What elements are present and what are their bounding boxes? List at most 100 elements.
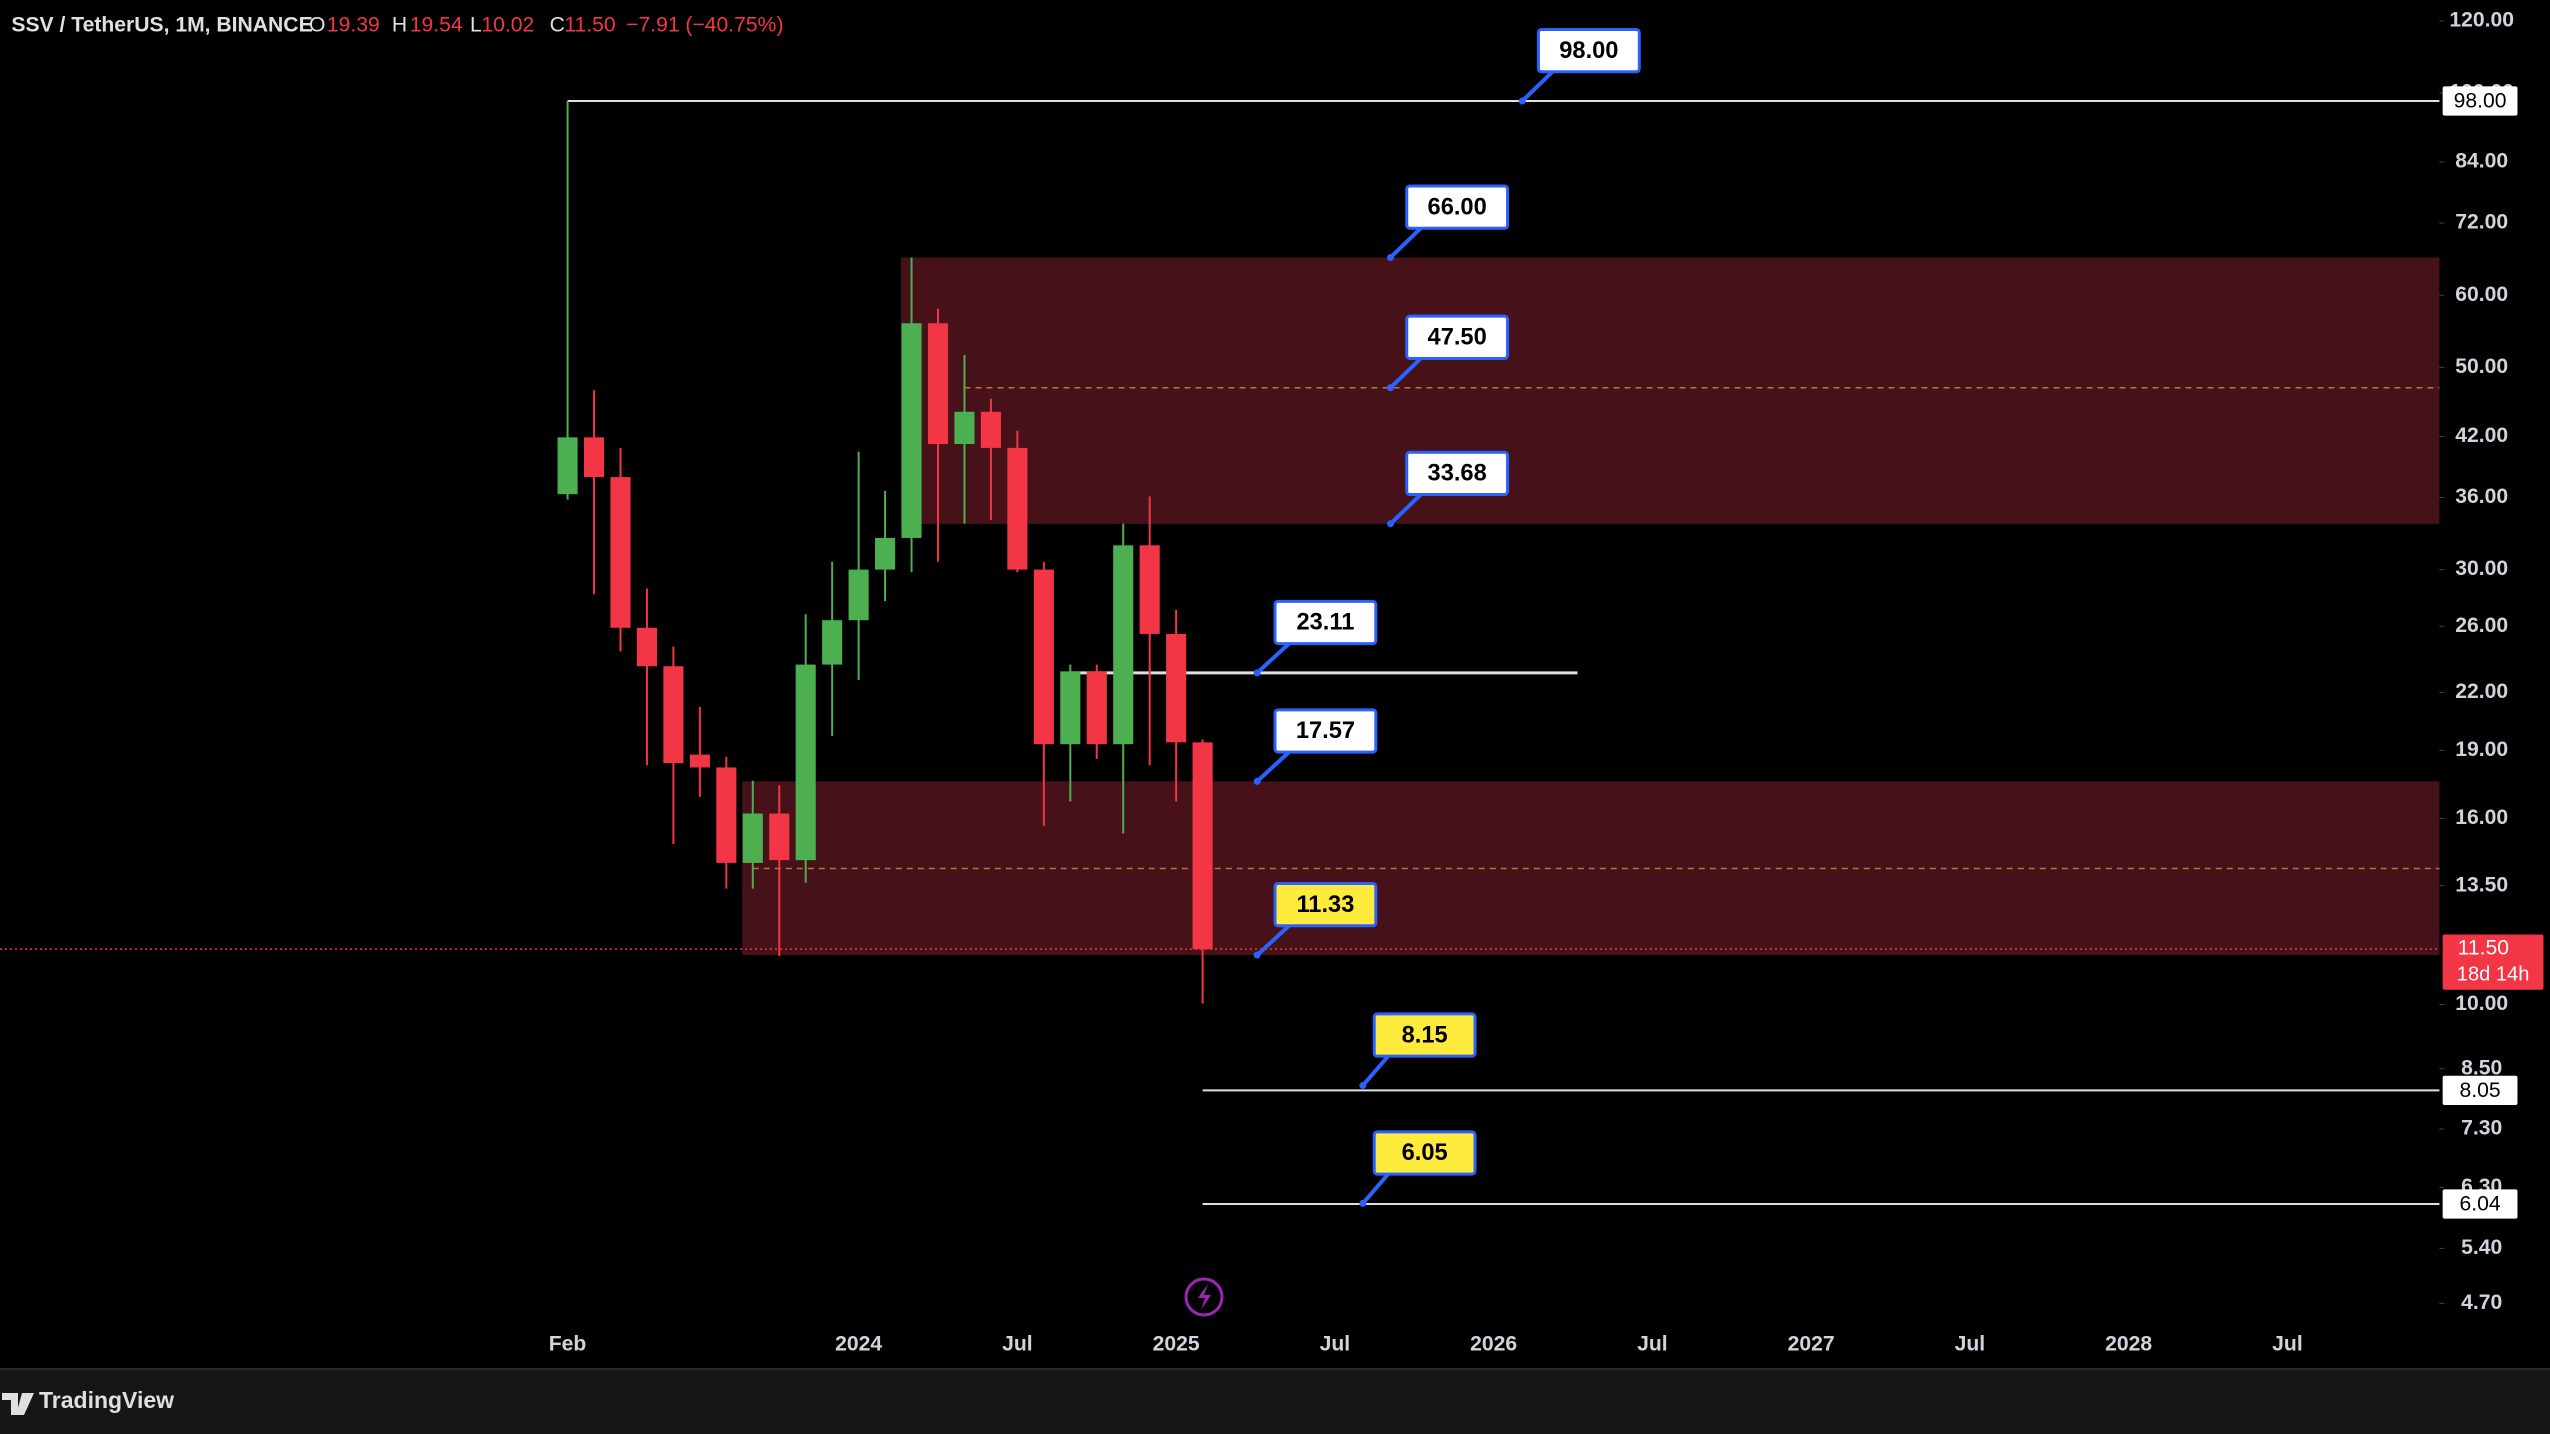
callout-box <box>1405 184 1510 230</box>
x-tick-label: 2028 <box>2105 1333 2152 1356</box>
candle-body <box>742 813 763 863</box>
x-tick-label: 2024 <box>835 1333 882 1356</box>
callout-box <box>1273 708 1378 754</box>
candle-body <box>875 537 896 570</box>
callout-label: 23.11 <box>1296 610 1354 636</box>
callout-box <box>1273 599 1378 646</box>
y-tick-label: 8.50 <box>2461 1056 2502 1079</box>
callout-box <box>1372 1012 1477 1058</box>
candle-body <box>1086 671 1107 745</box>
header-l-label: L <box>470 14 482 37</box>
price-tag <box>2442 1189 2518 1219</box>
candle-body <box>980 411 1001 448</box>
callout-pointer <box>1255 750 1291 783</box>
candle-body <box>901 323 922 538</box>
candle-body <box>769 813 790 861</box>
callout-pointer <box>1255 642 1291 675</box>
last-price-tag <box>2442 934 2544 990</box>
y-tick-label: 16.00 <box>2455 806 2508 829</box>
callout-box <box>1536 27 1641 74</box>
x-tick-label: Jul <box>1637 1333 1668 1356</box>
callout-anchor <box>1518 97 1526 105</box>
price-tag-label: 6.04 <box>2460 1193 2501 1216</box>
callout-pointer <box>1255 924 1291 957</box>
callout-label: 11.33 <box>1296 892 1354 918</box>
callout-anchor <box>1359 1081 1367 1089</box>
callout-label: 66.00 <box>1428 194 1487 220</box>
callout-anchor <box>1386 254 1394 262</box>
candle-body <box>663 666 684 764</box>
y-tick-label: 30.00 <box>2455 557 2508 580</box>
y-tick-label: 72.00 <box>2455 211 2508 234</box>
callout-label: 6.05 <box>1402 1140 1448 1166</box>
callout-label: 98.00 <box>1559 38 1618 64</box>
callout-label: 33.68 <box>1428 461 1487 487</box>
callout-pointer <box>1389 357 1423 390</box>
candle-body <box>848 569 869 621</box>
callout-pointer <box>1361 1054 1390 1087</box>
callout-box <box>1405 450 1510 497</box>
candle-body <box>1166 633 1187 743</box>
y-tick-label: 7.30 <box>2461 1117 2502 1140</box>
candle-body <box>1060 671 1081 745</box>
brand: TradingView <box>39 1387 174 1413</box>
last-price-label: 11.50 <box>2458 937 2509 960</box>
candle-body <box>1139 545 1160 634</box>
x-tick-label: Jul <box>1320 1333 1351 1356</box>
candle-body <box>716 767 737 863</box>
brand-logo <box>2 1393 34 1415</box>
x-tick-label: 2027 <box>1788 1333 1835 1356</box>
y-tick-label: 42.00 <box>2455 424 2508 447</box>
y-tick-label: 84.00 <box>2455 150 2508 173</box>
y-tick-label: 60.00 <box>2455 283 2508 306</box>
zone <box>900 257 2440 524</box>
y-tick-label: 50.00 <box>2455 355 2508 378</box>
price-tag-label: 98.00 <box>2454 90 2507 113</box>
callout-box <box>1273 881 1378 928</box>
candle-body <box>954 411 975 445</box>
candle-body <box>557 437 578 495</box>
callout-anchor <box>1386 520 1394 528</box>
header-change: −7.91 (−40.75%) <box>626 14 783 37</box>
callout-box <box>1372 1130 1477 1176</box>
x-tick-label: Jul <box>1002 1333 1033 1356</box>
candle-body <box>583 437 605 478</box>
candle-body <box>636 627 658 667</box>
header-c: 11.50 <box>564 14 615 37</box>
callout-pointer <box>1361 1172 1390 1205</box>
candle-body <box>822 620 843 665</box>
header-c-label: C <box>550 14 565 37</box>
price-tag-label: 8.05 <box>2460 1079 2501 1102</box>
callout-anchor <box>1253 669 1261 677</box>
header-o: 19.39 <box>327 14 380 37</box>
candle-body <box>1007 447 1028 570</box>
header-h-label: H <box>392 14 407 37</box>
callout-pointer <box>1520 70 1554 103</box>
x-tick-label: Jul <box>1955 1333 1986 1356</box>
y-tick-label: 5.40 <box>2461 1236 2502 1259</box>
footer-bar <box>0 1369 2550 1434</box>
callout-pointer <box>1389 226 1423 259</box>
header-symbol: SSV / TetherUS, 1M, BINANCE <box>11 14 312 37</box>
x-tick-label: 2026 <box>1470 1333 1517 1356</box>
header-h: 19.54 <box>410 14 463 37</box>
callout-anchor <box>1359 1199 1367 1207</box>
callout-label: 47.50 <box>1428 325 1487 351</box>
candle-body <box>795 664 816 861</box>
candle-body <box>1113 545 1134 745</box>
callout-anchor <box>1253 951 1261 959</box>
x-tick-label: 2025 <box>1153 1333 1200 1356</box>
y-tick-label: 10.00 <box>2455 992 2508 1015</box>
candle-body <box>610 477 631 628</box>
callout-label: 17.57 <box>1296 718 1355 744</box>
candle-body <box>927 323 949 445</box>
candle-body <box>689 754 710 768</box>
y-tick-label: 36.00 <box>2455 485 2508 508</box>
alert-icon[interactable] <box>1184 1277 1224 1317</box>
callout-label: 8.15 <box>1402 1022 1448 1048</box>
x-tick-label: Jul <box>2272 1333 2303 1356</box>
callout-anchor <box>1253 777 1261 785</box>
x-tick-label: Feb <box>549 1333 587 1356</box>
price-tag <box>2442 1075 2518 1105</box>
